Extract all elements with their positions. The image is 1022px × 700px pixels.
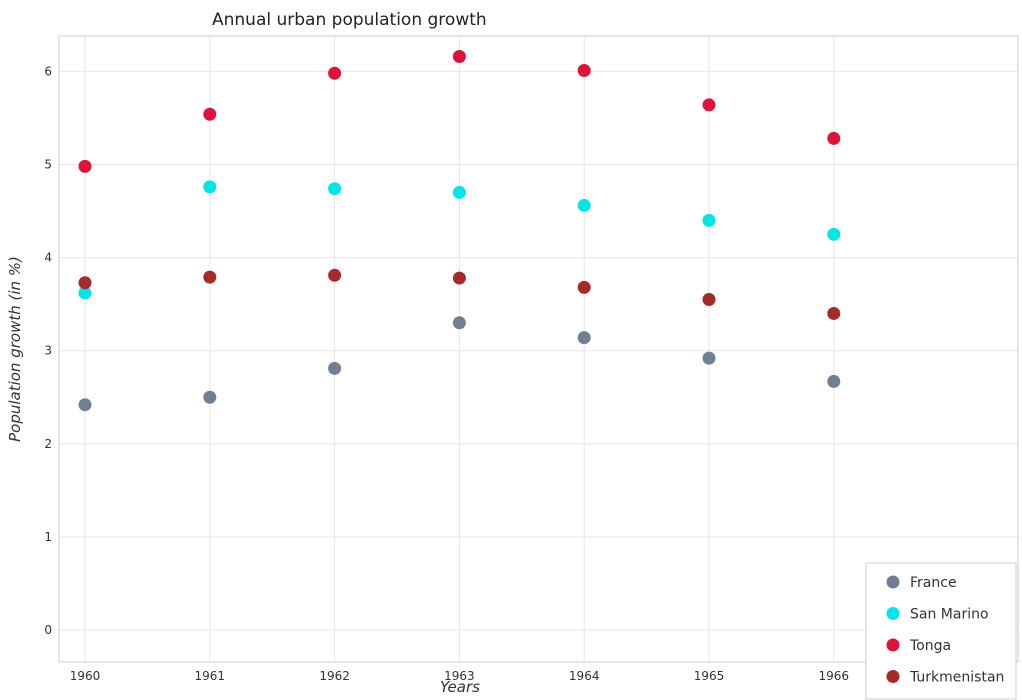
point-tonga — [452, 50, 466, 64]
x-ticks: 1960 1961 1962 1963 1964 1965 1966 — [70, 669, 849, 683]
point-turkmenistan — [577, 280, 591, 294]
point-san-marino — [203, 180, 217, 194]
y-axis-title: Population growth (in %) — [6, 256, 24, 442]
point-san-marino — [452, 185, 466, 199]
point-france — [827, 374, 841, 388]
point-tonga — [827, 131, 841, 145]
y-tick-label: 5 — [44, 158, 52, 172]
y-ticks: 0 1 2 3 4 5 6 — [44, 64, 52, 637]
x-tick-label: 1962 — [319, 669, 350, 683]
point-turkmenistan — [452, 271, 466, 285]
legend-marker-turkmenistan — [886, 670, 900, 683]
point-san-marino — [577, 198, 591, 212]
point-tonga — [577, 63, 591, 77]
point-france — [577, 331, 591, 345]
point-tonga — [203, 107, 217, 121]
y-tick-label: 4 — [44, 251, 52, 265]
x-tick-label: 1966 — [819, 669, 850, 683]
point-san-marino — [827, 227, 841, 241]
legend-marker-france — [886, 575, 900, 589]
x-tick-label: 1963 — [444, 669, 475, 683]
point-france — [328, 361, 342, 375]
point-tonga — [702, 98, 716, 112]
y-tick-label: 3 — [44, 344, 52, 358]
point-france — [78, 398, 92, 412]
point-san-marino — [78, 286, 92, 300]
point-turkmenistan — [203, 270, 217, 284]
y-tick-label: 6 — [44, 64, 52, 78]
point-france — [203, 390, 217, 404]
point-france — [702, 351, 716, 365]
legend-marker-san-marino — [886, 607, 900, 620]
point-turkmenistan — [78, 276, 92, 290]
point-turkmenistan — [702, 292, 716, 306]
y-tick-label: 1 — [44, 530, 52, 544]
point-san-marino — [328, 182, 342, 196]
legend-label-tonga: Tonga — [909, 638, 951, 654]
point-turkmenistan — [328, 268, 342, 282]
x-tick-label: 1961 — [195, 669, 226, 683]
y-tick-label: 2 — [44, 437, 52, 451]
legend-marker-tonga — [886, 638, 900, 652]
legend: France San Marino Tonga Turkmenistan — [865, 562, 1017, 700]
x-tick-label: 1965 — [694, 669, 725, 683]
point-turkmenistan — [827, 306, 841, 320]
point-tonga — [78, 159, 92, 173]
point-tonga — [328, 66, 342, 80]
point-france — [452, 316, 466, 330]
y-tick-label: 0 — [44, 623, 52, 637]
plot-frame — [58, 35, 1019, 663]
x-tick-label: 1960 — [70, 669, 101, 683]
legend-label-san-marino: San Marino — [910, 607, 989, 623]
x-tick-label: 1964 — [569, 669, 600, 683]
chart-title: Annual urban population growth — [212, 10, 487, 30]
point-san-marino — [702, 213, 716, 227]
data-points — [78, 50, 841, 412]
grid — [59, 36, 1018, 662]
legend-label-turkmenistan: Turkmenistan — [909, 670, 1004, 686]
legend-label-france: France — [910, 575, 957, 591]
x-axis-title: Years — [440, 678, 480, 696]
